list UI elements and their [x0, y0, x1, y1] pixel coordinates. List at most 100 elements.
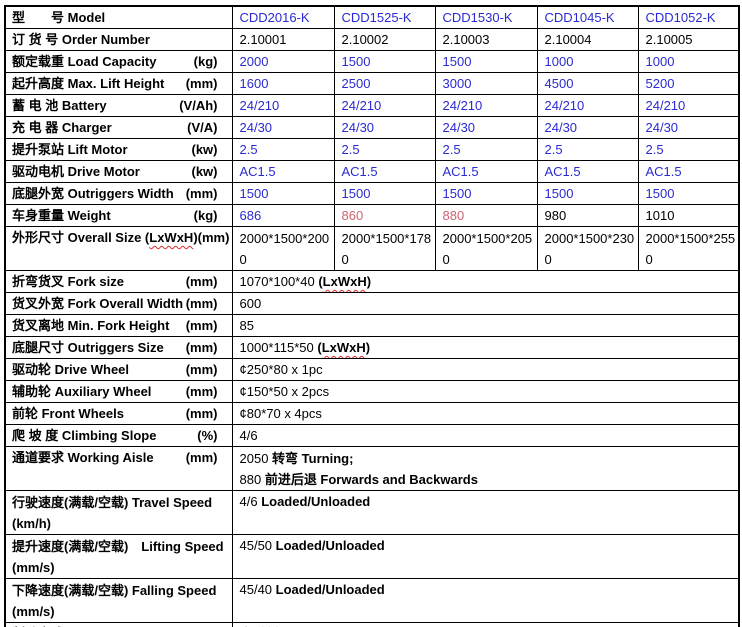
row-label-fork-size: 折弯货叉 Fork size (mm) [4, 270, 233, 293]
spec-cell: 860 [333, 204, 436, 227]
unit-text: (%) [197, 428, 218, 443]
spec-cell: 2.5 [637, 138, 740, 161]
table-row-drive-motor: 驱动电机 Drive Motor (kw) AC1.5 AC1.5 AC1.5 A… [4, 160, 740, 183]
label-text: 充 电 器 Charger [12, 120, 112, 135]
spec-cell: 1500 [434, 182, 538, 205]
spec-cell: 24/210 [434, 94, 538, 117]
label-text: 额定载重 Load Capacity [12, 54, 157, 69]
spec-cell: AC1.5 [231, 160, 335, 183]
table-row-load-capacity: 额定载重 Load Capacity (kg) 2000 1500 1500 10… [4, 50, 740, 73]
label-text: 底腿外宽 Outriggers Width [12, 186, 174, 201]
row-label-min-fork-height: 货叉离地 Min. Fork Height (mm) [4, 314, 233, 337]
spec-cell-merged: ¢80*70 x 4pcs [231, 402, 740, 425]
working-aisle-line-1: 2050 转弯 Turning; [239, 451, 354, 466]
row-label-climbing-slope: 爬 坡 度 Climbing Slope (%) [4, 424, 233, 447]
table-row-min-fork-height: 货叉离地 Min. Fork Height (mm) 85 [4, 314, 740, 337]
spec-cell: 2500 [333, 72, 436, 95]
spec-cell: 1500 [333, 50, 436, 73]
forklift-spec-table: 型 号 Model CDD2016-K CDD1525-K CDD1530-K … [4, 5, 740, 627]
spec-cell: 2000*1500*2050 [434, 226, 538, 271]
spellcheck-underline: LxWxH [149, 230, 194, 245]
unit-text: (mm) [185, 76, 218, 91]
table-row-charger: 充 电 器 Charger (V/A) 24/30 24/30 24/30 24/… [4, 116, 740, 139]
unit-text: (mm) [185, 186, 218, 201]
row-label-lifting-speed: 提升速度(满载/空载) Lifting Speed (mm/s) [4, 534, 233, 579]
row-label-fork-overall-width: 货叉外宽 Fork Overall Width (mm) [4, 292, 233, 315]
row-label-load-capacity: 额定载重 Load Capacity (kg) [4, 50, 233, 73]
spec-cell: 1000 [536, 50, 639, 73]
table-row-service-brake: 制动方式 Service Brake 电磁制动 Electromagnetic … [4, 622, 740, 627]
spec-cell-merged: 85 [231, 314, 740, 337]
unit-text: (mm) [197, 230, 230, 245]
unit-text: (V/Ah) [179, 98, 218, 113]
spec-cell: 2.5 [536, 138, 639, 161]
unit-text: (mm) [185, 406, 218, 421]
spec-cell: 24/30 [536, 116, 639, 139]
spec-cell: 24/30 [637, 116, 740, 139]
table-row-working-aisle: 通道要求 Working Aisle (mm) 2050 转弯 Turning; … [4, 446, 740, 491]
row-label-falling-speed: 下降速度(满载/空载) Falling Speed (mm/s) [4, 578, 233, 623]
spec-cell: 3000 [434, 72, 538, 95]
spec-cell: 24/210 [637, 94, 740, 117]
working-aisle-line-2: 880 前进后退 Forwards and Backwards [239, 472, 478, 487]
unit-text: (mm) [185, 340, 218, 355]
spec-cell: 880 [434, 204, 538, 227]
unit-text: (kw) [191, 142, 218, 157]
table-row-overall-size: 外形尺寸 Overall Size (LxWxH) (mm) 2000*1500*… [4, 226, 740, 271]
spec-cell: 24/210 [536, 94, 639, 117]
label-text: 辅助轮 Auxiliary Wheel [12, 384, 152, 399]
table-row-battery: 蓄 电 池 Battery (V/Ah) 24/210 24/210 24/210… [4, 94, 740, 117]
table-row-fork-overall-width: 货叉外宽 Fork Overall Width (mm) 600 [4, 292, 740, 315]
model-cell: CDD1530-K [434, 5, 538, 29]
table-row-lifting-speed: 提升速度(满载/空载) Lifting Speed (mm/s) 45/50 L… [4, 534, 740, 579]
row-label-auxiliary-wheel: 辅助轮 Auxiliary Wheel (mm) [4, 380, 233, 403]
spellcheck-underline: LxWxH [321, 340, 366, 355]
spec-cell: AC1.5 [637, 160, 740, 183]
spec-cell-merged: 4/6 Loaded/Unloaded [231, 490, 740, 535]
spec-cell: 2.10001 [231, 28, 335, 51]
spec-cell: 1600 [231, 72, 335, 95]
label-text: 驱动电机 Drive Motor [12, 164, 140, 179]
spec-cell: 2.10003 [434, 28, 538, 51]
unit-text: (kg) [193, 208, 218, 223]
unit-text: (V/A) [187, 120, 218, 135]
spec-cell: 2.5 [231, 138, 335, 161]
label-text: 折弯货叉 Fork size [12, 274, 124, 289]
row-label-service-brake: 制动方式 Service Brake [4, 622, 233, 627]
spec-cell: 2.5 [434, 138, 538, 161]
unit-text: (kg) [193, 54, 218, 69]
row-label-outriggers-width: 底腿外宽 Outriggers Width (mm) [4, 182, 233, 205]
label-text: 货叉外宽 Fork Overall Width [12, 296, 184, 311]
row-label-model: 型 号 Model [4, 5, 233, 29]
unit-text: (mm) [185, 318, 218, 333]
unit-text: (mm) [185, 274, 218, 289]
spec-cell: 2.10004 [536, 28, 639, 51]
table-row-auxiliary-wheel: 辅助轮 Auxiliary Wheel (mm) ¢150*50 x 2pcs [4, 380, 740, 403]
label-text: 前轮 Front Wheels [12, 406, 124, 421]
row-label-lift-motor: 提升泵站 Lift Motor (kw) [4, 138, 233, 161]
label-text: 行驶速度(满载/空载) Travel Speed [12, 495, 213, 510]
spec-cell: AC1.5 [536, 160, 639, 183]
row-label-travel-speed: 行驶速度(满载/空载) Travel Speed (km/h) [4, 490, 233, 535]
row-label-charger: 充 电 器 Charger (V/A) [4, 116, 233, 139]
spec-cell: 4500 [536, 72, 639, 95]
spec-cell: 24/30 [231, 116, 335, 139]
label-text: 起升高度 Max. Lift Height [12, 76, 165, 91]
spec-cell: 24/210 [333, 94, 436, 117]
row-label-outriggers-size: 底腿尺寸 Outriggers Size (mm) [4, 336, 233, 359]
table-row-drive-wheel: 驱动轮 Drive Wheel (mm) ¢250*80 x 1pc [4, 358, 740, 381]
spec-cell: 2.10005 [637, 28, 740, 51]
spec-cell-merged: 45/50 Loaded/Unloaded [231, 534, 740, 579]
spec-cell: 2000*1500*2550 [637, 226, 740, 271]
table-row-falling-speed: 下降速度(满载/空载) Falling Speed (mm/s) 45/40 L… [4, 578, 740, 623]
spec-cell: AC1.5 [434, 160, 538, 183]
unit-text: (mm) [185, 296, 218, 311]
spec-cell: 2.10002 [333, 28, 436, 51]
unit-text: (kw) [191, 164, 218, 179]
unit-text: (km/h) [12, 516, 51, 531]
spec-cell: 24/30 [434, 116, 538, 139]
label-text: 提升速度(满载/空载) Lifting Speed [12, 539, 224, 554]
table-row-order-number: 订 货 号 Order Number 2.10001 2.10002 2.100… [4, 28, 740, 51]
row-label-order-number: 订 货 号 Order Number [4, 28, 233, 51]
label-text: 提升泵站 Lift Motor [12, 142, 128, 157]
